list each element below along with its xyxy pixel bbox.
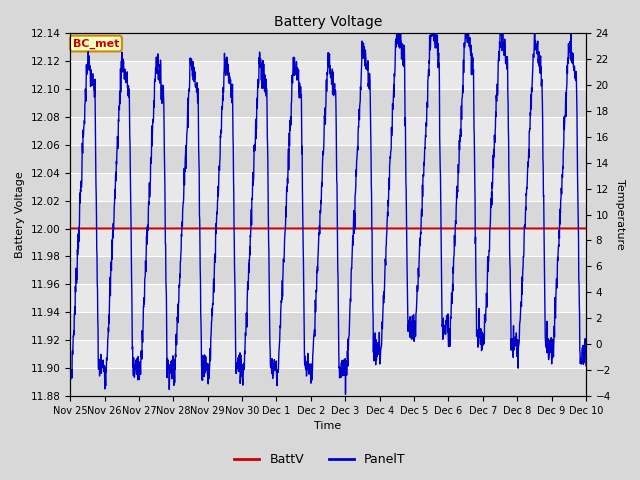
Bar	[70, 89, 586, 117]
Legend: BattV, PanelT: BattV, PanelT	[229, 448, 411, 471]
Y-axis label: Battery Voltage: Battery Voltage	[15, 171, 25, 258]
Bar	[70, 61, 586, 89]
Bar	[70, 33, 586, 61]
Bar	[70, 312, 586, 340]
Bar	[70, 228, 586, 256]
Bar	[70, 173, 586, 201]
Y-axis label: Temperature: Temperature	[615, 179, 625, 250]
Text: BC_met: BC_met	[73, 38, 119, 48]
X-axis label: Time: Time	[314, 421, 342, 432]
Bar	[70, 340, 586, 368]
Title: Battery Voltage: Battery Voltage	[274, 15, 382, 29]
Bar	[70, 284, 586, 312]
Bar	[70, 201, 586, 228]
Bar	[70, 368, 586, 396]
Bar	[70, 144, 586, 173]
Bar	[70, 117, 586, 144]
Bar	[70, 256, 586, 284]
